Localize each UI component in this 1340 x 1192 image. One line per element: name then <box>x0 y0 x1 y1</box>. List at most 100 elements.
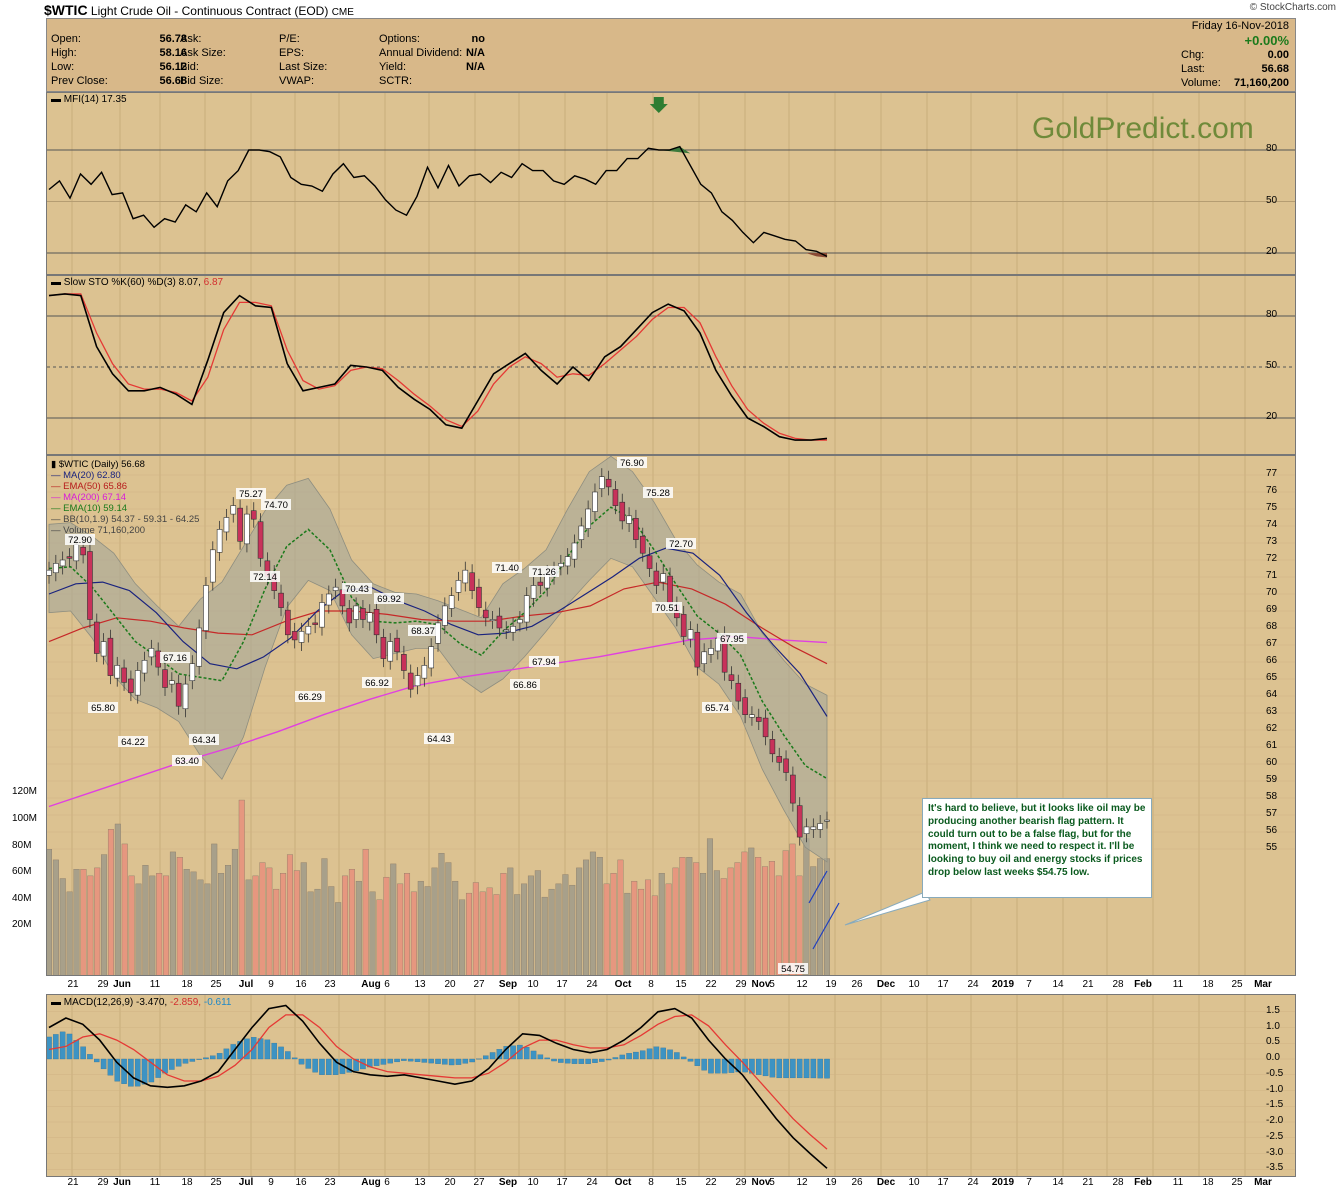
x-tick-label: 11 <box>149 979 161 990</box>
volume-bar <box>355 880 362 975</box>
macd-histogram-bar <box>182 1058 189 1064</box>
x-tick-label: Jun <box>113 979 131 990</box>
macd-histogram-bar <box>353 1058 359 1072</box>
macd-histogram-bar <box>715 1058 721 1074</box>
macd-histogram-bar <box>674 1052 680 1060</box>
volume-tick-label: 40M <box>12 892 32 904</box>
y-tick-label: 76 <box>1266 485 1278 496</box>
x-tick-label: 12 <box>796 1177 808 1188</box>
x-tick-label: 6 <box>384 979 390 990</box>
y-tick-label: 72 <box>1266 553 1278 564</box>
macd-histogram-bar <box>291 1057 298 1060</box>
candle-body <box>476 586 482 608</box>
price-annotation: 65.74 <box>702 702 732 714</box>
macd-histogram-bar <box>264 1039 271 1060</box>
candle-body <box>571 542 578 560</box>
macd-histogram-bar <box>448 1058 455 1066</box>
quote-label: High: <box>51 47 77 59</box>
candle-body <box>530 585 537 599</box>
candle-body <box>196 627 202 667</box>
volume-bar <box>107 829 114 975</box>
volume-bar <box>417 880 424 975</box>
candle-body <box>469 572 475 591</box>
macd-panel: ▬ MACD(12,26,9) -3.470, -2.859, -0.611 <box>46 994 1296 1177</box>
stoch-d-line <box>48 293 827 441</box>
volume-tick-label: 60M <box>12 866 32 878</box>
volume-bar <box>238 799 245 975</box>
price-annotation: 72.70 <box>666 538 696 550</box>
candle-body <box>291 631 298 641</box>
x-tick-label: 29 <box>735 1177 747 1188</box>
price-annotation-bg <box>65 534 95 545</box>
candle-body <box>482 609 489 619</box>
chart-title: $WTIC Light Crude Oil - Continuous Contr… <box>44 2 354 18</box>
volume-bar <box>273 888 280 975</box>
x-tick-label: 5 <box>769 1177 775 1188</box>
candle-body <box>223 517 230 533</box>
x-tick-label: 17 <box>556 979 568 990</box>
price-annotation-bg <box>261 499 291 510</box>
volume-bar <box>755 857 762 975</box>
candle-body <box>660 573 667 583</box>
volume-bar <box>768 861 775 975</box>
y-tick-label: 20 <box>1266 411 1278 422</box>
macd-histogram-bar <box>387 1058 393 1064</box>
macd-histogram-bar <box>223 1048 230 1060</box>
volume-bar <box>245 879 252 975</box>
price-annotation-bg <box>666 538 696 549</box>
candle-body <box>360 608 366 620</box>
candle-body <box>783 758 789 773</box>
quote-value: N/A <box>466 47 485 59</box>
volume-bar <box>624 892 631 975</box>
quote-value: 71,160,200 <box>1233 77 1289 89</box>
volume-tick-label: 120M <box>12 786 38 798</box>
candle-body <box>523 595 530 623</box>
macd-histogram-bar <box>708 1058 714 1074</box>
candle-body <box>346 608 353 624</box>
candle-body <box>639 535 646 554</box>
candle-body <box>414 675 421 687</box>
candle-body <box>742 697 748 715</box>
candle-body <box>114 665 121 679</box>
x-tick-label: 27 <box>473 979 485 990</box>
macd-histogram-bar <box>817 1058 823 1079</box>
volume-tick-label: 20M <box>12 919 32 931</box>
candle-body <box>428 646 434 669</box>
x-tick-label: Mar <box>1254 979 1272 990</box>
volume-bar <box>328 886 335 975</box>
price-annotation-text: 64.43 <box>427 734 451 745</box>
macd-histogram-bar <box>790 1058 796 1079</box>
price-annotation-bg <box>374 593 404 604</box>
x-tick-label: Jun <box>113 1177 131 1188</box>
quote-value: 58.16 <box>159 47 187 59</box>
volume-bar <box>383 876 390 975</box>
quote-label: Ask: <box>180 33 202 45</box>
volume-bar <box>741 851 748 975</box>
macd-histogram-bar <box>189 1058 196 1062</box>
volume-bar <box>197 879 204 975</box>
quote-label: Last Size: <box>279 61 328 73</box>
price-annotation: 75.27 <box>236 488 266 500</box>
candle-body <box>762 717 769 738</box>
x-tick-label: 13 <box>414 979 426 990</box>
volume-bar <box>293 870 300 975</box>
macd-histogram-bar <box>551 1058 557 1062</box>
price-annotation-text: 76.90 <box>620 458 644 469</box>
macd-histogram-bar <box>141 1058 148 1085</box>
price-annotation: 66.86 <box>510 679 540 691</box>
candle-body <box>380 637 387 659</box>
candle-body <box>442 605 448 626</box>
macd-histogram-bar <box>100 1058 107 1070</box>
candle-body <box>619 501 626 522</box>
volume-bar <box>87 875 94 975</box>
price-annotation: 66.29 <box>295 691 325 703</box>
volume-bar <box>225 865 232 975</box>
volume-bar <box>583 859 590 975</box>
flag-upper-line <box>808 870 828 904</box>
candle-body <box>687 629 694 640</box>
price-annotation-text: 67.95 <box>720 634 744 645</box>
macd-histogram-bar <box>756 1058 762 1075</box>
candle-body <box>653 570 660 586</box>
volume-bar <box>631 880 638 975</box>
volume-bar <box>135 883 142 975</box>
